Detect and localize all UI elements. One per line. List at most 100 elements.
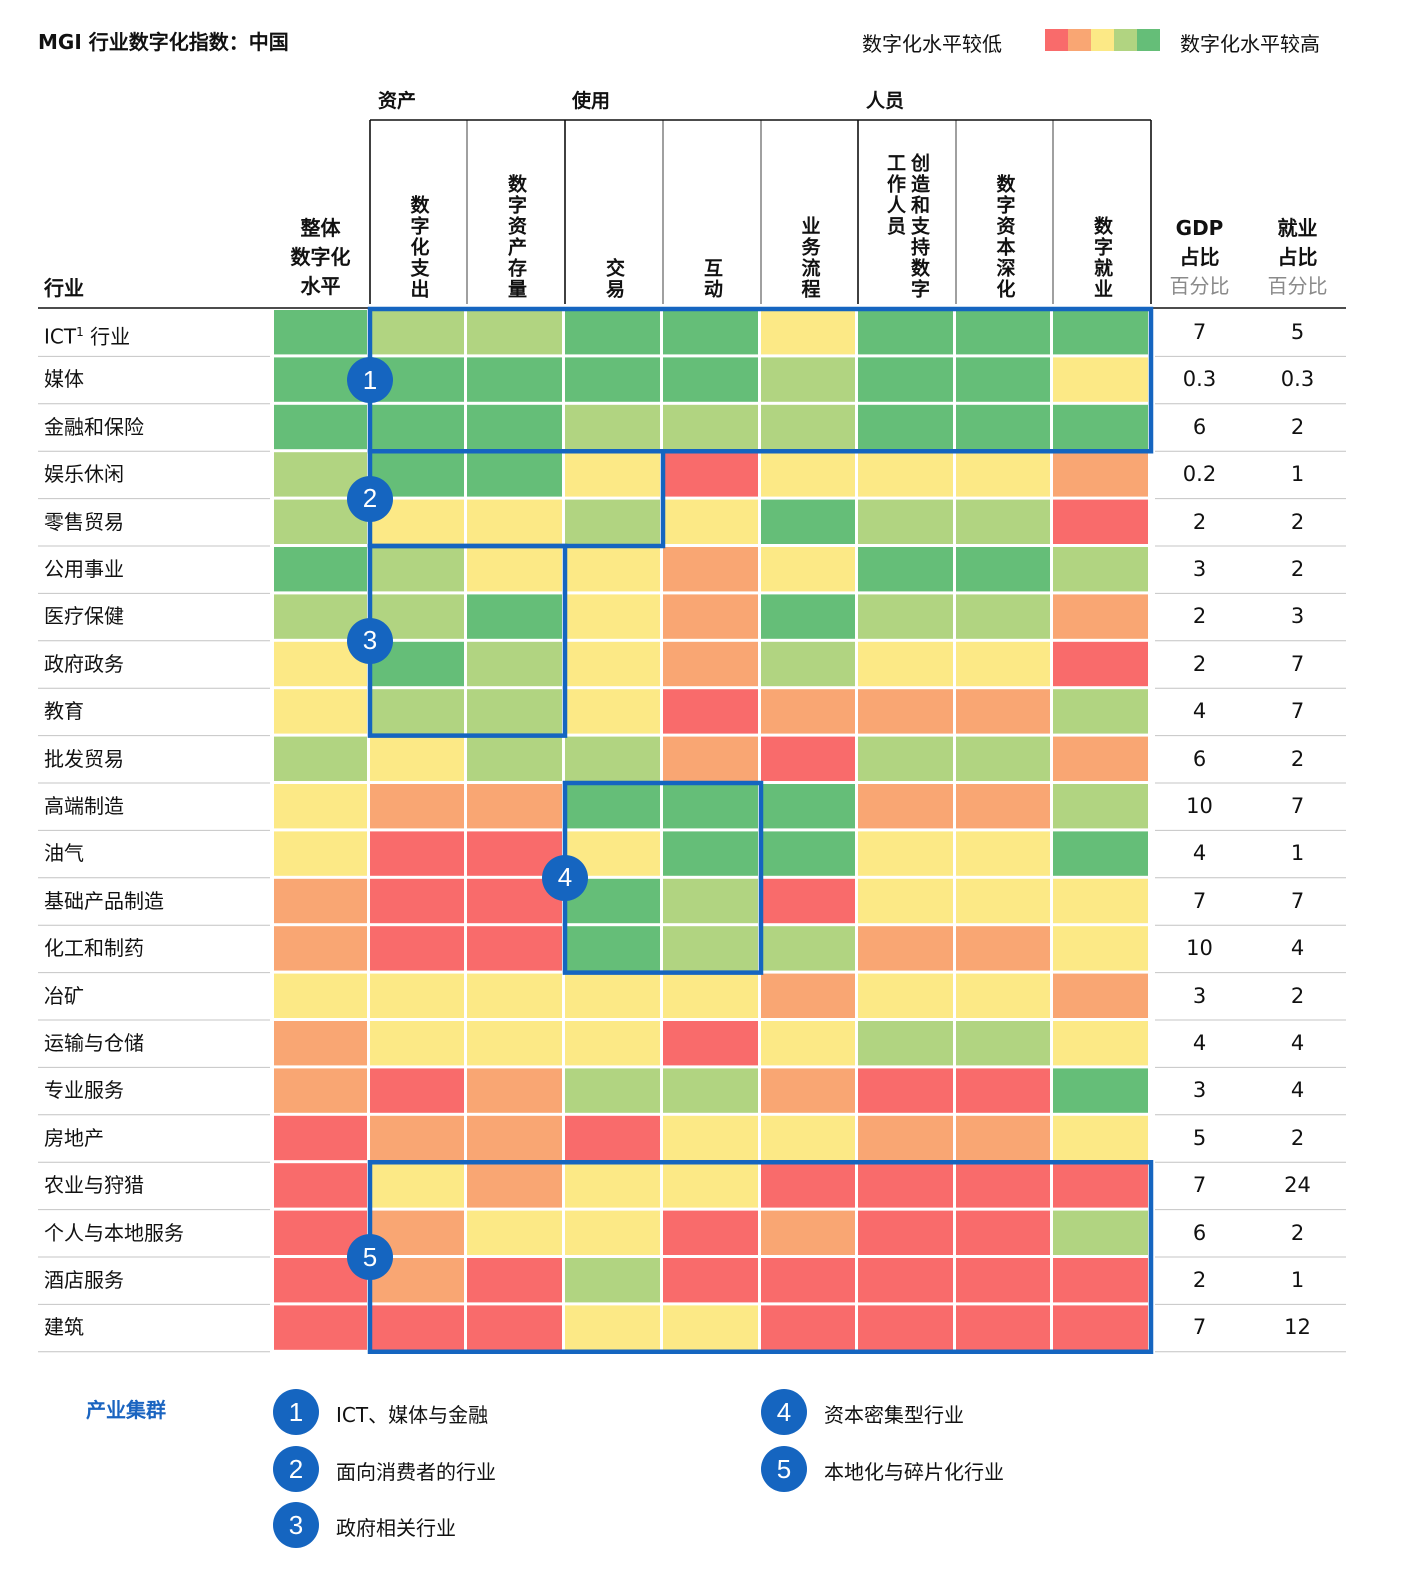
heatmap-cell — [956, 1163, 1050, 1208]
heatmap-cell — [858, 1068, 953, 1113]
heatmap-cell — [1053, 1258, 1148, 1303]
heatmap-cell — [858, 1163, 953, 1208]
heatmap-cell — [274, 1068, 367, 1113]
heatmap-cell — [565, 1021, 660, 1066]
employment-share-value: 7 — [1290, 699, 1305, 724]
employment-header-unit: 百分比 — [1267, 274, 1328, 298]
gdp-column-header: GDP 占比 百分比 — [1153, 214, 1246, 301]
heatmap-cell — [1053, 641, 1148, 687]
heatmap-cell — [663, 689, 758, 734]
legend-swatch — [1091, 29, 1114, 51]
heatmap-cell — [274, 878, 367, 924]
heatmap-cell — [565, 1163, 660, 1208]
heatmap-cell — [858, 878, 953, 924]
heatmap-cell — [274, 310, 367, 355]
heatmap-cell — [956, 404, 1050, 450]
heatmap-cell — [274, 1163, 367, 1208]
heatmap-cell — [663, 1021, 758, 1066]
heatmap-cell — [663, 1068, 758, 1113]
cluster-badge: 1 — [347, 357, 393, 404]
heatmap-cell — [1053, 547, 1148, 592]
heatmap-cell — [274, 1021, 367, 1066]
heatmap-cell — [370, 1305, 464, 1350]
heatmap-cell — [761, 926, 855, 971]
heatmap-cell — [663, 1163, 758, 1208]
metric-header-label: 创造和支持数字 工作人员 — [884, 153, 930, 300]
heatmap-cell — [858, 452, 953, 497]
heatmap-cell — [565, 1258, 660, 1303]
heatmap-cell — [467, 1115, 562, 1161]
heatmap-cell — [565, 1115, 660, 1161]
heatmap-cell — [663, 547, 758, 592]
heatmap-cell — [858, 831, 953, 876]
industry-label: 酒店服务 — [44, 1268, 124, 1292]
heatmap-cell — [467, 547, 562, 592]
employment-header-title: 就业 占比 — [1277, 216, 1318, 269]
cluster-outline — [367, 1159, 1154, 1355]
metric-header-label: 数字就业 — [1091, 216, 1113, 300]
gdp-share-value: 0.2 — [1182, 462, 1217, 487]
heatmap-cell — [761, 310, 855, 355]
gdp-header-unit: 百分比 — [1169, 274, 1230, 298]
gdp-share-value: 6 — [1192, 746, 1207, 771]
metric-header: 数字化支出 — [370, 126, 467, 302]
metric-header-label: 业务流程 — [798, 216, 821, 300]
heatmap-cell — [370, 926, 464, 971]
heatmap-cell — [1053, 736, 1148, 781]
heatmap-cell — [663, 831, 758, 876]
cluster-badge: 3 — [347, 617, 393, 664]
heatmap-cell — [565, 689, 660, 734]
heatmap-cell — [858, 1258, 953, 1303]
footnote-marker: 1 — [76, 325, 84, 339]
heatmap-cell — [274, 831, 367, 876]
heatmap-cell — [467, 736, 562, 781]
industry-label: 化工和制药 — [44, 936, 144, 961]
heatmap-cell — [1053, 310, 1148, 355]
gdp-share-value: 0.3 — [1182, 367, 1217, 392]
industry-label: 基础产品制造 — [44, 888, 164, 913]
heatmap-cell — [467, 1258, 562, 1303]
heatmap-cell — [956, 1258, 1050, 1303]
cluster-outline — [367, 306, 1154, 454]
cluster-legend-label: 资本密集型行业 — [824, 1403, 964, 1427]
heatmap-cell — [467, 452, 562, 497]
heatmap-cell — [370, 973, 464, 1018]
legend-swatch — [1114, 29, 1137, 51]
heatmap-cell — [565, 1210, 660, 1255]
heatmap-cell — [663, 499, 758, 544]
heatmap-cell — [858, 926, 953, 971]
heatmap-cell — [663, 784, 758, 829]
heatmap-cell — [467, 641, 562, 687]
heatmap-cell — [274, 689, 367, 734]
gdp-share-value: 4 — [1192, 841, 1207, 866]
heatmap-cell — [1053, 878, 1148, 924]
heatmap-cell — [663, 1305, 758, 1350]
heatmap-cell — [761, 1163, 855, 1208]
heatmap-cell — [1053, 452, 1148, 497]
group-label-usage: 使用 — [572, 90, 611, 112]
overall-column-header: 整体 数字化 水平 — [290, 216, 351, 298]
heatmap-cell — [956, 1115, 1050, 1161]
heatmap-cell — [274, 1115, 367, 1161]
heatmap-cell — [663, 357, 758, 402]
cluster-legend-label: 本地化与碎片化行业 — [824, 1460, 1004, 1484]
heatmap-cell — [274, 1305, 367, 1350]
gdp-share-value: 10 — [1186, 936, 1213, 961]
heatmap-cell — [1053, 1305, 1148, 1350]
heatmap-cell — [761, 499, 855, 544]
heatmap-cell — [663, 1258, 758, 1303]
heatmap-cell — [467, 1021, 562, 1066]
heatmap-cell — [467, 357, 562, 402]
employment-share-value: 1 — [1290, 841, 1305, 866]
legend-low-label: 数字化水平较低 — [862, 32, 1002, 56]
heatmap-cell — [956, 736, 1050, 781]
heatmap-cell — [858, 1210, 953, 1255]
heatmap-cell — [858, 689, 953, 734]
gdp-share-value: 7 — [1192, 888, 1207, 913]
heatmap-cell — [761, 641, 855, 687]
heatmap-cell — [761, 452, 855, 497]
heatmap-cell — [858, 1305, 953, 1350]
heatmap-cell — [467, 1305, 562, 1350]
heatmap-cell — [467, 1210, 562, 1255]
heatmap-cell — [565, 736, 660, 781]
